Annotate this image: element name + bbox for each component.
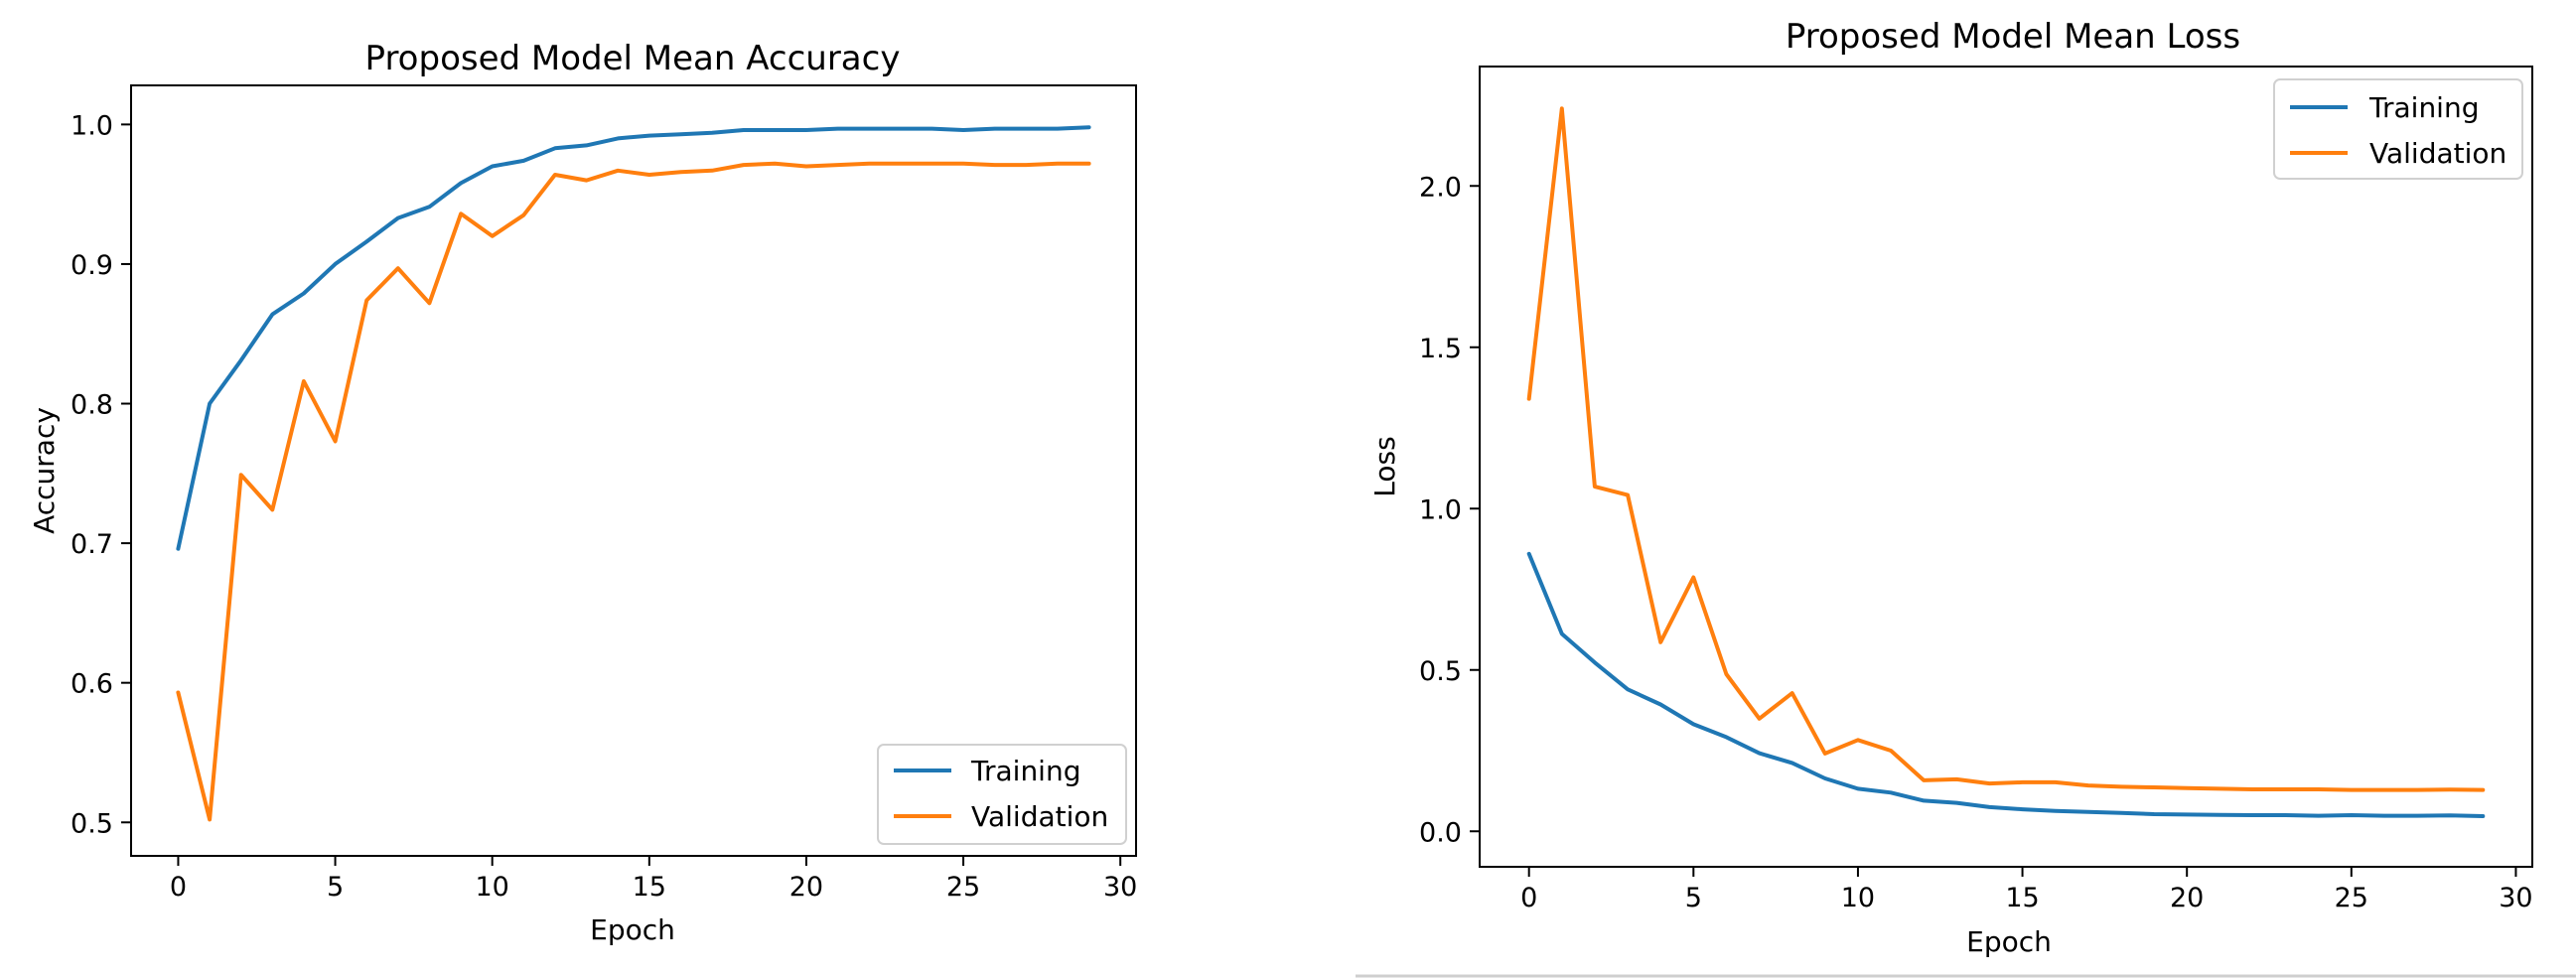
accuracy-y-ticks: 0.5 0.6 0.7 0.8 0.9 1.0 [71,110,131,839]
accuracy-plot-frame [130,84,1137,857]
loss-y-tick-label: 0.0 [1419,817,1462,848]
loss-y-ticks: 0.0 0.5 1.0 1.5 2.0 [1419,172,1480,848]
accuracy-x-tick-label: 25 [946,872,980,903]
loss-y-tick-label: 2.0 [1419,172,1462,203]
loss-x-tick-label: 25 [2335,883,2368,913]
loss-plot-frame [1479,66,2533,868]
loss-x-axis-label: Epoch [1966,925,2052,958]
accuracy-x-axis-label: Epoch [590,913,675,946]
accuracy-training-line [176,125,1091,551]
accuracy-y-tick-label: 0.6 [71,669,113,700]
accuracy-x-tick-label: 10 [476,872,509,903]
loss-validation-line [1526,106,2486,792]
accuracy-y-axis-label: Accuracy [28,407,61,534]
loss-chart: Proposed Model Mean Loss 0 5 10 15 20 25 30 0.… [1368,17,2533,958]
accuracy-y-tick-label: 0.5 [71,808,113,839]
loss-y-tick-label: 0.5 [1419,656,1462,687]
loss-chart-title: Proposed Model Mean Loss [1786,17,2240,57]
accuracy-legend-validation-label: Validation [971,800,1108,833]
loss-legend-validation-label: Validation [2369,137,2506,170]
accuracy-legend-training-label: Training [970,755,1080,787]
loss-legend: Training Validation [2273,78,2523,180]
loss-y-tick-label: 1.5 [1419,334,1462,364]
accuracy-y-tick-label: 0.9 [71,250,113,281]
accuracy-x-tick-label: 0 [170,872,187,903]
accuracy-series-lines [176,125,1091,822]
accuracy-x-tick-label: 20 [789,872,823,903]
accuracy-chart-title: Proposed Model Mean Accuracy [365,39,901,78]
loss-x-tick-label: 10 [1841,883,1875,913]
loss-x-tick-label: 20 [2170,883,2204,913]
loss-y-tick-label: 1.0 [1419,494,1462,525]
accuracy-x-tick-label: 15 [633,872,666,903]
loss-legend-training-label: Training [2368,91,2479,124]
accuracy-y-tick-label: 1.0 [71,110,113,141]
loss-x-tick-label: 15 [2005,883,2039,913]
loss-x-tick-label: 5 [1685,883,1702,913]
accuracy-y-tick-label: 0.7 [71,529,113,560]
accuracy-legend: Training Validation [877,744,1127,845]
accuracy-x-ticks: 0 5 10 15 20 25 30 [170,856,1137,903]
accuracy-chart: Proposed Model Mean Accuracy 0 5 10 15 20 25 3… [28,39,1137,946]
loss-training-line [1526,551,2486,818]
loss-x-tick-label: 0 [1520,883,1537,913]
accuracy-validation-line [176,161,1091,822]
loss-series-lines [1526,106,2486,818]
loss-x-ticks: 0 5 10 15 20 25 30 [1520,867,2533,913]
accuracy-y-tick-label: 0.8 [71,390,113,421]
accuracy-x-tick-label: 30 [1103,872,1137,903]
accuracy-x-tick-label: 5 [327,872,344,903]
loss-x-tick-label: 30 [2499,883,2532,913]
loss-y-axis-label: Loss [1368,436,1401,496]
